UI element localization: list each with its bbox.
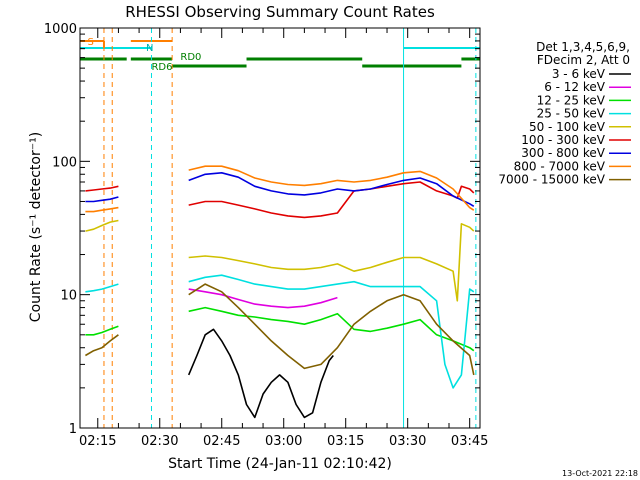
legend-entry-label: 50 - 100 keV — [529, 120, 606, 134]
annotation-rd6: RD6 — [151, 62, 172, 73]
observing-flags: S N RD0 RD6 — [80, 28, 480, 428]
x-tick-label: 03:00 — [265, 434, 302, 449]
x-axis-label: Start Time (24-Jan-11 02:10:42) — [168, 456, 392, 472]
series-line-12-25 — [85, 325, 119, 336]
legend-entry-label: 300 - 800 keV — [521, 146, 605, 160]
series-line-50-100 — [188, 223, 475, 302]
axes: 1 10 100 1000 02:15 02:30 02:45 03:00 03:15 03:30… — [44, 22, 488, 449]
legend-entry-label: 100 - 300 keV — [521, 133, 605, 147]
series-line-50-100 — [85, 219, 119, 232]
y-axis-label: Count Rate (s⁻¹ detector⁻¹) — [28, 132, 44, 322]
legend-entry-label: 6 - 12 keV — [544, 80, 606, 94]
series-line-300-800 — [188, 172, 475, 207]
footer-timestamp: 13-Oct-2021 22:18 — [562, 469, 638, 478]
series-line-12-25 — [188, 306, 475, 352]
series-line-25-50 — [85, 283, 119, 293]
annotation-n: N — [146, 43, 153, 54]
series-line-25-50 — [188, 274, 475, 389]
plot-frame — [79, 27, 481, 429]
x-tick-label: 03:45 — [451, 434, 488, 449]
chart-title: RHESSI Observing Summary Count Rates — [125, 3, 435, 21]
legend-header-line-2: FDecim 2, Att 0 — [537, 53, 630, 67]
x-tick-label: 02:30 — [141, 434, 178, 449]
annotation-s: S — [87, 37, 93, 48]
legend-entry-label: 800 - 7000 keV — [514, 159, 606, 173]
series-line-7000-15000 — [188, 283, 475, 376]
series-line-100-300 — [85, 185, 119, 192]
legend-entry-label: 3 - 6 keV — [552, 67, 606, 81]
series-line-800-7000 — [85, 206, 119, 213]
y-tick-label: 1 — [69, 422, 77, 437]
data-series — [84, 165, 475, 419]
series-line-800-7000 — [188, 165, 475, 211]
x-tick-label: 02:45 — [203, 434, 240, 449]
y-tick-label: 10 — [60, 289, 77, 304]
legend-entry-label: 25 - 50 keV — [537, 107, 606, 121]
y-tick-label: 1000 — [44, 22, 77, 37]
y-tick-label: 100 — [52, 155, 77, 170]
plot-area — [80, 28, 480, 428]
legend: Det 1,3,4,5,6,9, FDecim 2, Att 0 3 - 6 k… — [498, 40, 631, 187]
series-line-7000-15000 — [84, 334, 119, 357]
series-line-300-800 — [85, 196, 119, 203]
legend-entry-label: 7000 - 15000 keV — [498, 173, 605, 187]
plot-background — [80, 28, 480, 428]
x-tick-label: 03:15 — [327, 434, 364, 449]
series-line-3-6 — [187, 328, 334, 419]
x-tick-label: 03:30 — [389, 434, 426, 449]
legend-entry-label: 12 - 25 keV — [537, 93, 606, 107]
series-line-6-12 — [188, 288, 338, 309]
legend-header-line-1: Det 1,3,4,5,6,9, — [536, 40, 630, 54]
annotation-rd0: RD0 — [180, 52, 201, 63]
x-tick-label: 02:15 — [79, 434, 116, 449]
